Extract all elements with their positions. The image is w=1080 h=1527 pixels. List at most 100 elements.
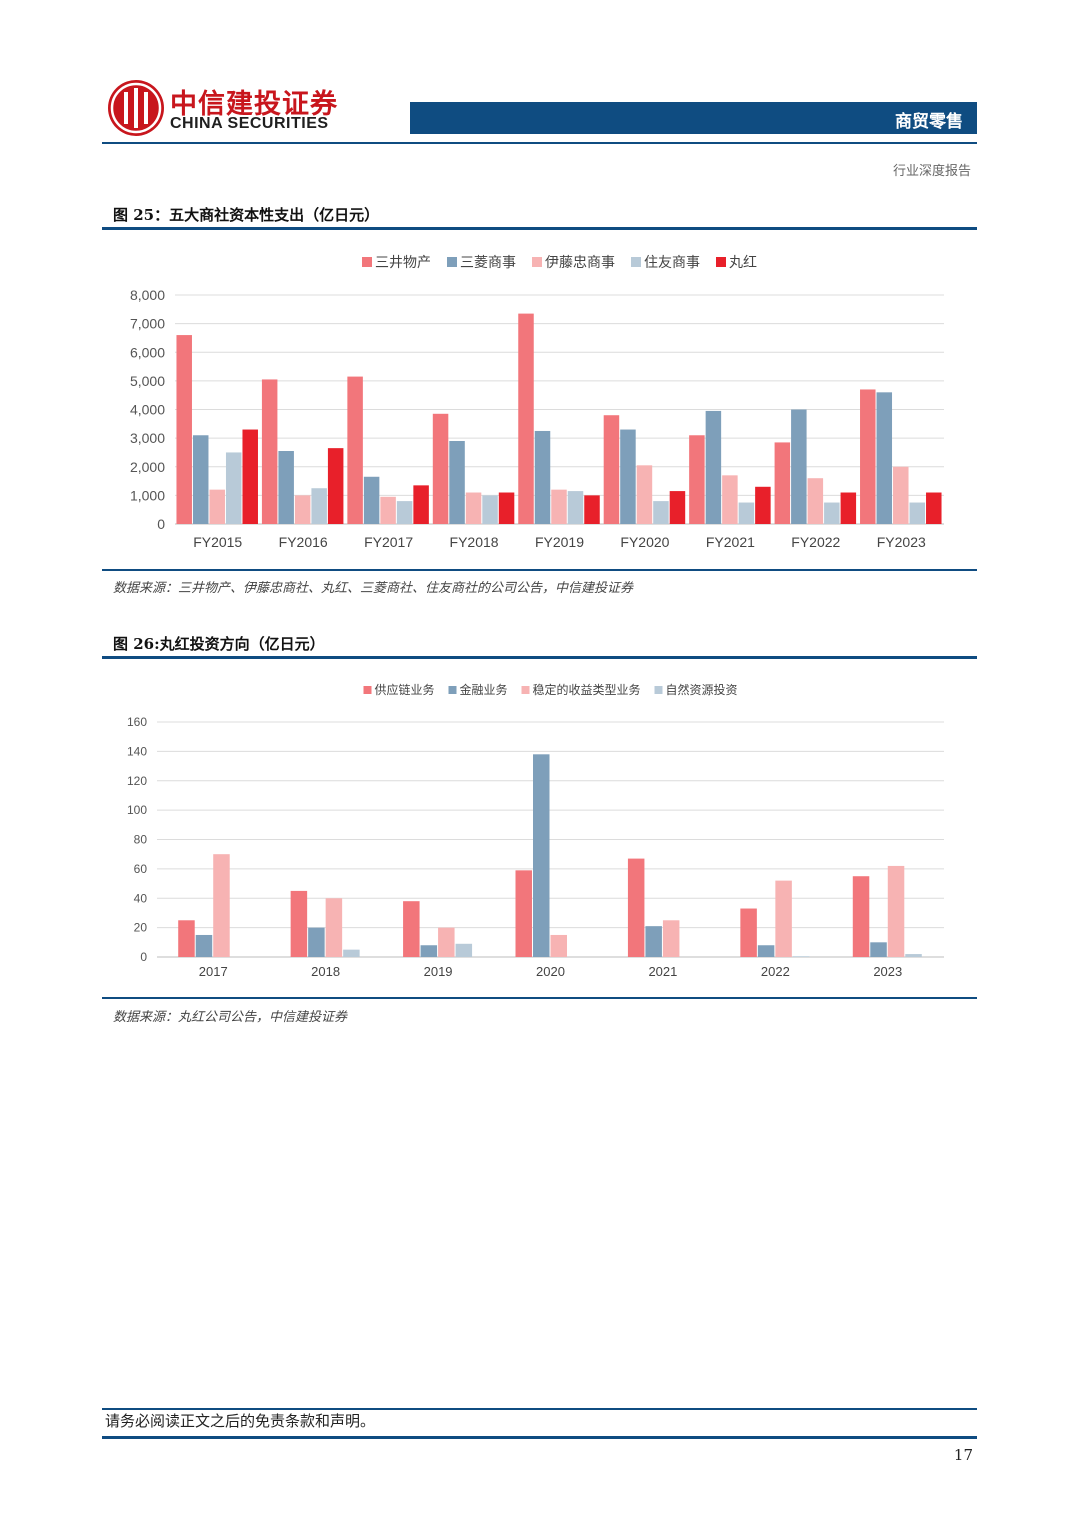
legend-label-0: 三井物产 <box>375 254 431 270</box>
bar-2017-2 <box>213 854 230 957</box>
x-tick-label: FY2020 <box>620 534 669 550</box>
bar-FY2015-3 <box>225 452 242 524</box>
bar-FY2023-0 <box>860 389 876 524</box>
bar-FY2017-2 <box>380 496 396 524</box>
disclaimer-note: 请务必阅读正文之后的免责条款和声明。 <box>105 1412 376 1430</box>
legend-label-3: 自然资源投资 <box>666 682 738 697</box>
bar-FY2016-4 <box>327 448 344 524</box>
figure-25-title: 图 25：五大商社资本性支出（亿日元） <box>113 206 380 224</box>
figure-26-chart: 供应链业务 金融业务 稳定的收益类型业务 自然资源投资 160 140 120 100 80 60… <box>127 682 944 979</box>
sector-banner: 商贸零售 <box>410 102 977 134</box>
y-tick-label: 80 <box>134 833 148 847</box>
bar-FY2018-2 <box>465 492 482 524</box>
x-tick-label: FY2021 <box>706 534 755 550</box>
bar-FY2016-3 <box>311 488 327 524</box>
x-tick-label: FY2023 <box>877 534 926 550</box>
y-tick-label: 20 <box>134 921 148 935</box>
bar-FY2021-4 <box>755 486 771 524</box>
bar-2021-1 <box>645 926 662 957</box>
bar-FY2016-0 <box>261 379 278 524</box>
bar-FY2021-0 <box>689 435 705 524</box>
bar-2020-0 <box>515 870 532 957</box>
legend-label-2: 伊藤忠商事 <box>545 254 615 270</box>
bar-2023-0 <box>852 876 870 957</box>
legend-swatch-3 <box>654 686 663 694</box>
bar-FY2020-0 <box>603 415 620 524</box>
legend-label-1: 金融业务 <box>460 682 508 697</box>
legend-swatch-0 <box>362 257 372 267</box>
bar-2023-2 <box>887 865 905 957</box>
y-tick-label: 0 <box>157 516 165 532</box>
bar-FY2019-1 <box>534 430 551 524</box>
bar-2023-3 <box>905 954 922 957</box>
bar-FY2022-2 <box>807 478 824 524</box>
bar-FY2020-1 <box>620 429 636 524</box>
bar-2018-0 <box>290 890 308 957</box>
bar-FY2015-4 <box>242 429 258 524</box>
bar-FY2018-1 <box>449 440 465 524</box>
bar-FY2017-0 <box>347 376 363 524</box>
y-tick-label: 120 <box>127 774 147 788</box>
bar-2023-1 <box>870 942 887 957</box>
bar-FY2016-1 <box>278 451 294 524</box>
y-tick-label: 5,000 <box>130 373 165 389</box>
bar-FY2022-3 <box>824 502 840 524</box>
x-tick-label: 2023 <box>873 964 902 979</box>
bar-FY2015-0 <box>176 335 192 524</box>
bar-FY2022-0 <box>774 442 791 524</box>
bar-FY2023-4 <box>926 492 942 524</box>
bar-FY2019-0 <box>518 313 534 524</box>
y-tick-label: 4,000 <box>130 402 165 418</box>
bar-2022-1 <box>757 945 775 957</box>
bar-FY2017-4 <box>413 485 429 524</box>
y-tick-label: 60 <box>134 862 148 876</box>
legend-swatch-3 <box>631 257 641 267</box>
logo-chinese-name: 中信建投证券 <box>170 89 338 120</box>
bar-2019-0 <box>403 901 420 957</box>
bar-2022-3 <box>792 956 810 957</box>
bar-2020-2 <box>550 934 567 957</box>
bar-FY2017-1 <box>363 476 380 524</box>
legend-swatch-0 <box>363 686 372 694</box>
x-tick-label: 2020 <box>536 964 565 979</box>
legend-label-3: 住友商事 <box>644 254 700 270</box>
bar-FY2015-1 <box>192 435 209 524</box>
bar-FY2021-3 <box>738 502 755 524</box>
bar-FY2021-1 <box>705 410 722 524</box>
figure-25-chart: 三井物产 三菱商事 伊藤忠商事 住友商事 丸红 8,000 7,000 6,000 5,000 4… <box>130 254 944 550</box>
bar-FY2023-1 <box>876 392 893 524</box>
bar-2021-0 <box>627 858 645 957</box>
figure-25-top-rule <box>102 227 977 230</box>
bar-2020-1 <box>533 754 550 957</box>
x-tick-label: FY2018 <box>450 534 499 550</box>
bar-FY2016-2 <box>294 495 311 524</box>
x-tick-label: 2017 <box>199 964 228 979</box>
x-tick-label: 2019 <box>424 964 453 979</box>
x-tick-label: 2021 <box>648 964 677 979</box>
legend-label-0: 供应链业务 <box>375 682 435 697</box>
bar-2018-1 <box>308 927 325 957</box>
y-tick-label: 2,000 <box>130 459 165 475</box>
bar-FY2019-2 <box>551 489 567 524</box>
y-tick-label: 40 <box>134 891 148 905</box>
header-divider <box>102 142 977 144</box>
bar-FY2019-4 <box>584 495 600 524</box>
company-logo-icon <box>108 80 164 136</box>
y-tick-label: 1,000 <box>130 487 165 503</box>
bar-2017-1 <box>195 934 213 957</box>
bar-2019-3 <box>455 943 473 957</box>
bar-FY2020-2 <box>636 465 653 524</box>
x-tick-label: FY2022 <box>791 534 840 550</box>
figure-26-bottom-rule <box>102 997 977 999</box>
figure-26-source: 数据来源：丸红公司公告，中信建投证券 <box>113 1010 348 1025</box>
figure-25-source: 数据来源：三井物产、伊藤忠商社、丸红、三菱商社、住友商社的公司公告，中信建投证券 <box>113 581 634 596</box>
legend-swatch-2 <box>532 257 542 267</box>
footer-top-rule <box>102 1408 977 1410</box>
y-tick-label: 100 <box>127 803 147 817</box>
y-tick-label: 8,000 <box>130 287 165 303</box>
y-tick-label: 3,000 <box>130 430 165 446</box>
legend-swatch-1 <box>448 686 457 694</box>
bar-FY2021-2 <box>722 475 738 524</box>
legend-swatch-4 <box>716 257 726 267</box>
legend-swatch-1 <box>447 257 457 267</box>
